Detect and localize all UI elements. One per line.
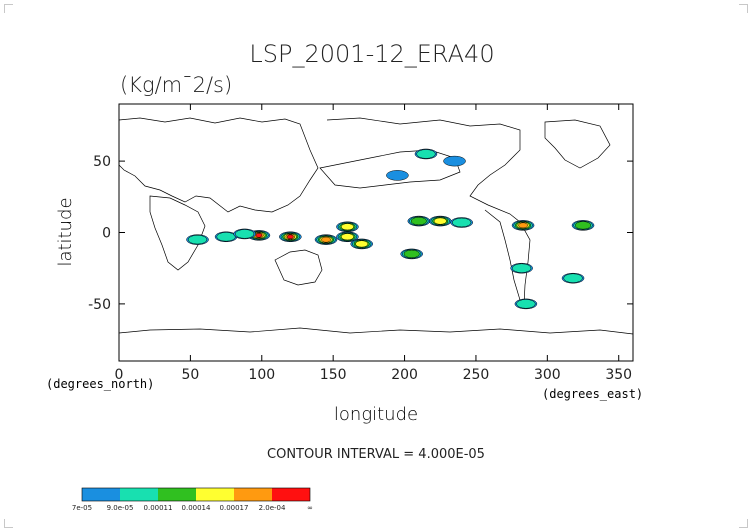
colorbar-swatch [272,488,310,501]
precip-level-1 [452,217,472,228]
precip-level-1 [187,234,208,245]
y-axis-label: latitude [55,197,76,266]
colorbar-frame [81,487,311,502]
precip-level-3 [340,233,354,241]
colorbar-label: 9.0e-05 [107,504,134,512]
units-label: (Kg/m¯2/s) [120,73,232,97]
precip-level-0 [386,170,409,181]
y-tick-label: 50 [93,154,111,170]
x-axis-note: (degrees_east) [542,387,643,401]
crop-mark [739,4,748,13]
colorbar-swatch [120,488,158,501]
colorbar-swatch [196,488,234,501]
precip-level-3 [355,240,369,248]
precip-level-2 [410,217,427,226]
precip-level-2 [403,249,420,258]
precip-features [186,148,595,310]
colorbar-swatch [158,488,196,501]
x-tick-label: 0 [115,367,124,383]
precip-level-1 [234,229,255,239]
colorbar-swatch [82,488,120,501]
x-tick-label: 200 [391,367,418,383]
precip-level-4 [321,236,331,243]
x-tick-label: 150 [320,367,347,383]
y-tick-label: 0 [102,226,111,242]
axis-ticks [118,104,633,361]
crop-mark [739,519,748,528]
precip-level-1 [216,232,236,242]
x-tick-label: 350 [605,367,632,383]
colorbar-label: 0.00014 [182,504,211,512]
colorbar-label: 2.0e-04 [259,504,286,512]
x-tick-label: 250 [463,367,490,383]
precip-level-4 [518,222,528,229]
colorbar-swatch [234,488,272,501]
precip-level-0 [443,155,466,167]
colorbar-label: ∞ [307,504,313,512]
colorbar [81,487,311,502]
precip-level-5 [287,234,294,240]
x-tick-label: 100 [248,367,275,383]
contour-interval: CONTOUR INTERVAL = 4.000E-05 [267,447,485,462]
y-tick-labels: -50 0 50 [88,154,111,313]
colorbar-label: 0.00017 [220,504,249,512]
colorbar-labels: 7e-05 9.0e-05 0.00011 0.00014 0.00017 2.0e-04… [72,504,313,512]
colorbar-label: 0.00011 [144,504,173,512]
precip-level-3 [340,223,354,231]
chart-title: LSP_2001-12_ERA40 [249,40,494,68]
precip-level-1 [563,273,583,283]
precip-level-1 [511,263,532,273]
precip-level-2 [574,221,592,230]
x-tick-label: 50 [181,367,199,383]
x-tick-labels: 0 50 100 150 200 250 300 350 [115,367,633,383]
crop-mark [4,519,13,528]
y-axis-note: (degrees_north) [46,377,154,391]
x-axis-label: longitude [334,404,418,425]
precip-level-1 [516,299,536,309]
precip-level-3 [433,217,447,225]
plot-frame [118,103,634,362]
colorbar-label: 7e-05 [72,504,92,512]
coastlines [118,117,634,335]
crop-mark [4,4,13,13]
x-tick-label: 300 [534,367,561,383]
y-tick-label: -50 [88,297,111,313]
precip-level-1 [416,149,436,159]
precip-level-5 [255,233,263,238]
